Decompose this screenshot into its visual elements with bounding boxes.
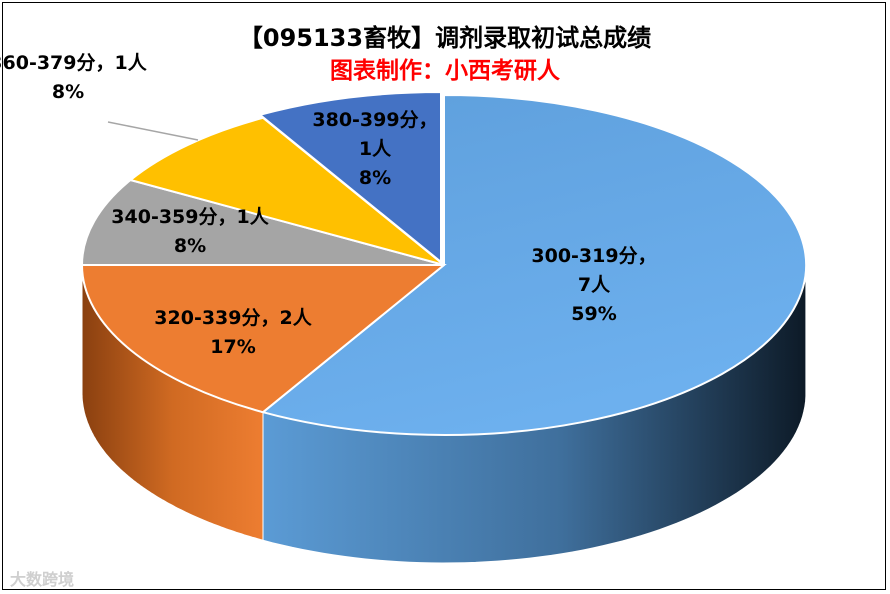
data-label-line: 380-399分，	[312, 109, 437, 131]
leader-line	[107, 121, 199, 141]
data-label-s360: 360-379分，1人 8%	[0, 52, 148, 103]
chart-title: 【095133畜牧】调剂录取初试总成绩	[239, 24, 651, 52]
data-label-line: 360-379分，1人	[0, 52, 148, 74]
slice-s380	[257, 90, 442, 265]
slice-s300	[260, 93, 808, 436]
data-label-line: 320-339分，2人	[154, 307, 312, 329]
data-label-s320: 320-339分，2人 17%	[154, 307, 312, 358]
data-label-line: 8%	[174, 235, 206, 257]
data-label-s380: 380-399分， 1人 8%	[312, 109, 437, 189]
data-label-line: 59%	[571, 303, 616, 325]
data-label-line: 1人	[359, 138, 392, 160]
chart-subtitle: 图表制作：小西考研人	[330, 58, 561, 84]
slice-s320	[80, 264, 447, 414]
data-label-s300: 300-319分， 7人 59%	[531, 245, 656, 325]
data-label-line: 17%	[210, 336, 255, 358]
data-labels: 300-319分， 7人 59% 320-339分，2人 17% 340-359分，1人 8…	[0, 52, 657, 358]
data-label-line: 300-319分，	[531, 245, 656, 267]
data-label-s340: 340-359分，1人 8%	[111, 206, 269, 257]
slice-s360	[128, 116, 445, 266]
data-label-line: 7人	[578, 274, 611, 296]
pie-slices	[80, 90, 808, 436]
slice-s340	[80, 178, 445, 266]
data-label-line: 340-359分，1人	[111, 206, 269, 228]
watermark: 大数跨境	[10, 570, 75, 589]
data-label-line: 8%	[359, 167, 391, 189]
data-label-line: 8%	[52, 81, 84, 103]
